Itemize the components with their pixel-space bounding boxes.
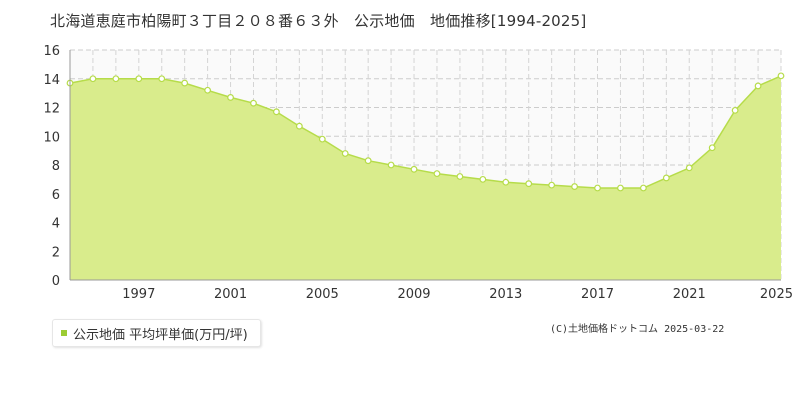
data-point-2001 [227,94,234,101]
x-tick-label-1997: 1997 [122,287,155,302]
x-tick-label-2013: 2013 [489,287,522,302]
data-point-2013 [502,178,510,186]
data-point-2000 [204,86,212,94]
y-tick-label-3: 6 [52,188,60,203]
data-point-2003 [273,108,280,116]
price-line [69,75,782,189]
data-point-2008 [387,161,395,169]
data-point-2012 [479,175,487,183]
chart-title: 北海道恵庭市柏陽町３丁目２０８番６３外 公示地価 地価推移[1994-2025] [50,12,587,30]
data-point-1998 [158,75,166,83]
y-tick-label-8: 16 [43,44,60,59]
data-point-2018 [617,184,624,192]
y-axis-labels: 0 2 4 6 8 10 12 14 16 [43,44,60,289]
axes [69,50,781,281]
data-point-2009 [410,165,418,173]
legend-swatch [61,330,67,336]
price-area [70,75,781,281]
y-tick-label-5: 10 [43,130,60,145]
y-tick-label-4: 8 [52,159,60,174]
y-tick-label-2: 4 [52,217,60,232]
y-tick-label-7: 14 [43,73,60,88]
x-tick-label-2017: 2017 [581,287,614,302]
x-tick-label-2025: 2025 [760,287,793,302]
data-point-2019 [639,184,647,192]
y-tick-label-1: 2 [52,245,60,260]
data-point-2010 [433,170,441,178]
data-point-2022 [708,144,716,152]
data-point-2016 [571,183,578,190]
data-point-1999 [181,79,189,87]
x-axis-labels: 1997 2001 2005 2009 2013 2017 2021 2025 [122,287,793,302]
data-point-2011 [456,173,464,180]
data-point-2005 [318,135,326,143]
data-point-2015 [548,181,556,189]
data-point-2014 [525,180,533,188]
data-point-2017 [594,184,601,192]
x-tick-label-2005: 2005 [306,287,339,302]
data-point-1997 [135,75,143,83]
x-tick-label-2009: 2009 [397,287,430,302]
legend: 公示地価 平均坪単価(万円/坪) [52,319,261,347]
credit-text: (C)土地価格ドットコム 2025-03-22 [550,324,725,335]
legend-label: 公示地価 平均坪単価(万円/坪) [73,327,248,343]
data-point-2007 [364,157,372,165]
data-point-1996 [112,75,120,83]
data-point-2023 [731,106,739,114]
x-tick-label-2001: 2001 [214,287,247,302]
data-point-2025 [777,72,785,80]
data-point-2002 [250,99,257,107]
y-tick-label-0: 0 [52,274,60,289]
data-point-2006 [341,150,349,157]
data-point-1995 [89,75,97,83]
data-point-2004 [295,122,303,130]
data-point-2021 [685,164,693,172]
y-tick-label-6: 12 [43,102,60,117]
x-tick-label-2021: 2021 [673,287,706,302]
data-point-2024 [754,82,762,90]
data-point-2020 [662,174,670,182]
